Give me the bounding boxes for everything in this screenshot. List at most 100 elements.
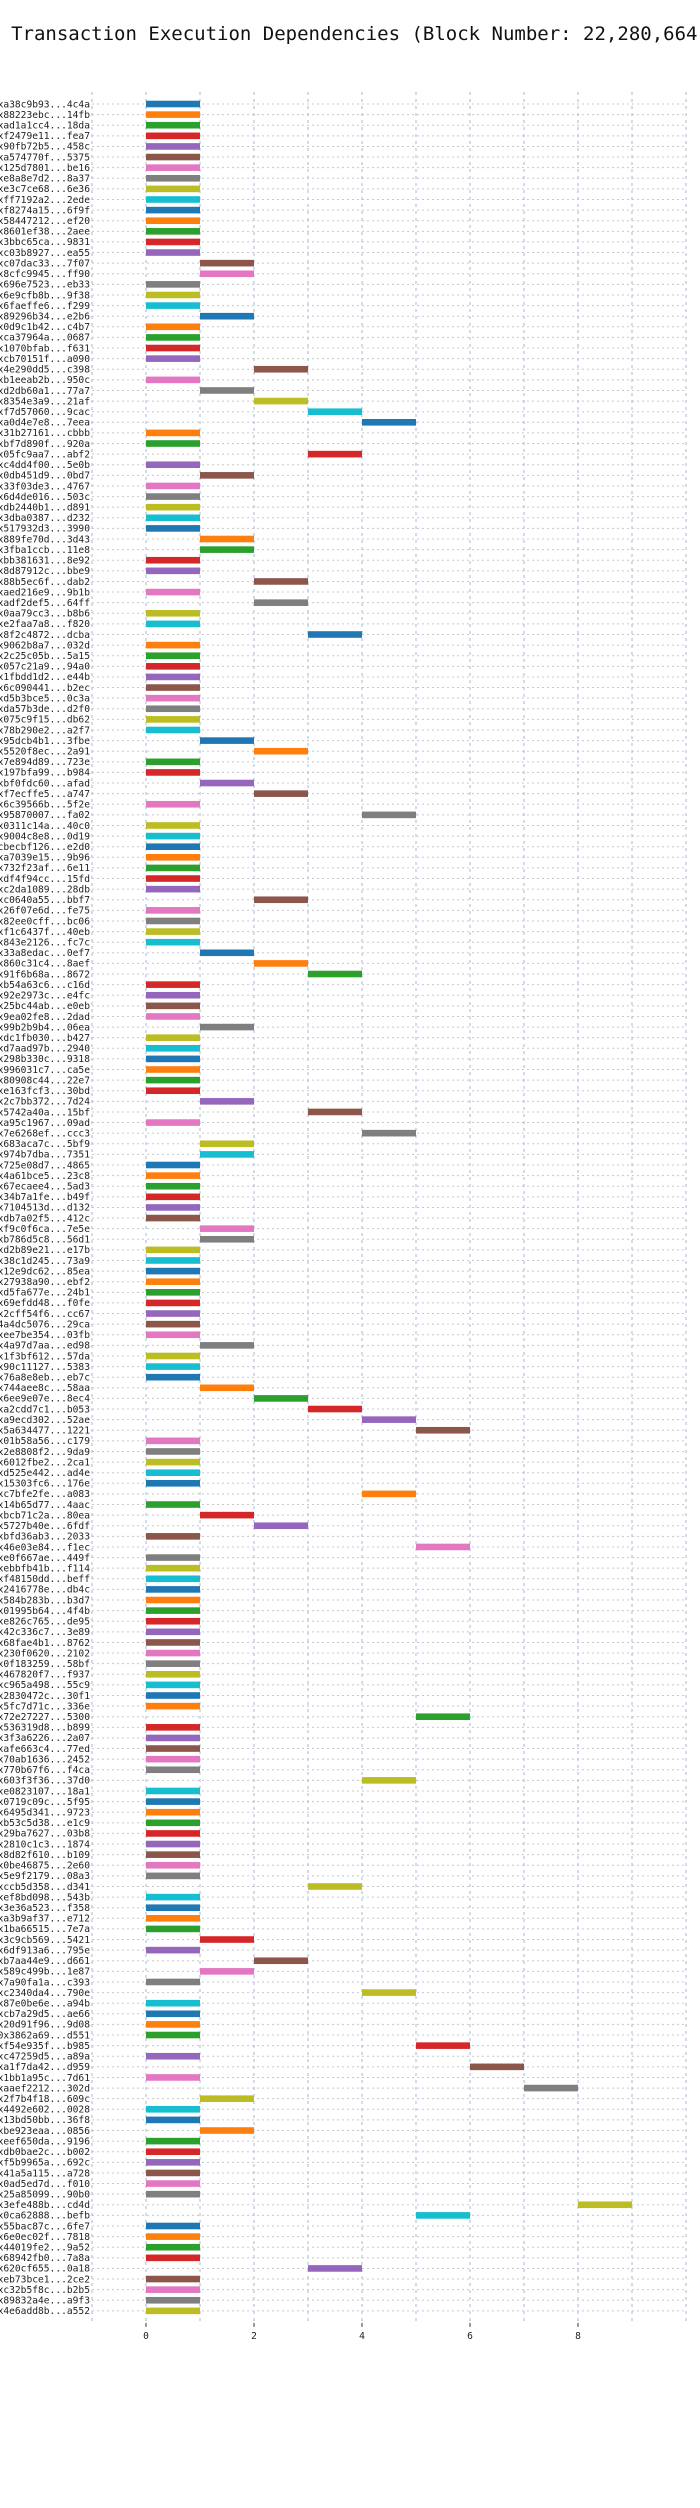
transaction-bar [254, 896, 308, 904]
transaction-bar [254, 960, 308, 967]
transaction-bar [308, 970, 362, 978]
transaction-bar [200, 472, 254, 479]
y-tick-label: 0x4e6add8b...a552 [0, 2306, 90, 2317]
y-tick-label: 0x26f07e6d...fe75 [0, 906, 90, 917]
y-tick-label: 0x744aee8c...58aa [0, 1383, 90, 1394]
transaction-bar [146, 641, 200, 649]
y-tick-label: 0xb7aa44e9...d661 [0, 1956, 90, 1967]
y-tick-label: 0x1070bfab...f631 [0, 343, 90, 354]
transaction-bar [146, 2137, 200, 2145]
y-tick-label: 0x38c1d245...73a9 [0, 1256, 90, 1267]
y-tick-label: 0x6e9cfb8b...9f38 [0, 290, 90, 301]
y-tick-label: 0x41a5a115...a728 [0, 2168, 90, 2179]
y-tick-label: 0x89296b34...e2b6 [0, 312, 90, 323]
transaction-bar [146, 1639, 200, 1646]
transaction-bar [470, 2063, 524, 2071]
y-tick-label: 0x91f6b68a...8672 [0, 969, 90, 980]
y-tick-label: 0x0ca62888...befb [0, 2211, 90, 2222]
y-tick-label: 0x974b7dba...7351 [0, 1150, 90, 1161]
y-tick-label: 0xdb7a02f5...412c [0, 1213, 90, 1224]
y-tick-label: 0xc7bfe2fe...a083 [0, 1489, 90, 1500]
y-tick-label: 0xb786d5c8...56d1 [0, 1235, 90, 1246]
y-tick-label: 0xd2db60a1...77a7 [0, 386, 90, 397]
y-tick-label: 0x87e0be6e...a94b [0, 1998, 90, 2009]
transaction-bar [146, 1670, 200, 1678]
transaction-bar [200, 1151, 254, 1158]
y-tick-label: 0xd2b89e21...e17b [0, 1245, 90, 1256]
y-tick-label: 0xf54e935f...b985 [0, 2041, 90, 2052]
transaction-bar [146, 663, 200, 670]
y-tick-label: 0x31b27161...cbbb [0, 428, 90, 439]
y-tick-label: 0x76a8e8eb...eb7c [0, 1373, 90, 1384]
x-tick-label: 8 [575, 2331, 581, 2342]
transaction-bar [146, 100, 200, 108]
transaction-bar [146, 1469, 200, 1476]
y-tick-label: 0x7a90fa1a...c393 [0, 1977, 90, 1988]
transaction-bar [146, 1617, 200, 1625]
transaction-bar [146, 1299, 200, 1307]
y-tick-label: 0xa7039e15...9b96 [0, 853, 90, 864]
y-tick-label: 0x2f7b4f18...609c [0, 2094, 90, 2105]
transaction-bar [146, 1999, 200, 2007]
transaction-bar [146, 769, 200, 776]
y-tick-label: 0x69efdd48...f0fe [0, 1298, 90, 1309]
transaction-bar [146, 2190, 200, 2198]
y-tick-label: 0xf7d57060...9cac [0, 407, 90, 418]
y-tick-label: 0x620cf655...0a18 [0, 2264, 90, 2275]
y-tick-label: 0xc32b5f8c...b2b5 [0, 2285, 90, 2296]
transaction-bar [146, 1840, 200, 1848]
transaction-bar [146, 2074, 200, 2081]
y-tick-label: 0xe0f667ae...449f [0, 1553, 90, 1564]
transaction-bar [146, 567, 200, 575]
y-tick-label: 0x27938a90...ebf2 [0, 1277, 90, 1288]
y-tick-label: 0xeb73bce1...2ce2 [0, 2274, 90, 2285]
transaction-bar [200, 546, 254, 553]
transaction-bar [146, 2222, 200, 2230]
transaction-bar [146, 1034, 200, 1041]
transaction-bar [146, 1437, 200, 1445]
y-tick-label: 0xc965a498...55c9 [0, 1680, 90, 1691]
y-tick-label: 0xff7192a2...2ede [0, 195, 90, 206]
y-tick-label: 0x057c21a9...94a0 [0, 662, 90, 673]
y-tick-label: 0x589c499b...1e87 [0, 1967, 90, 1978]
y-tick-label: 0x8d82f610...b109 [0, 1850, 90, 1861]
transaction-bar [146, 1745, 200, 1752]
transaction-bar [200, 259, 254, 267]
transaction-bar [146, 493, 200, 500]
transaction-bar [146, 1289, 200, 1296]
y-tick-label: 0xf7ecffe5...a747 [0, 789, 90, 800]
y-tick-label: 0x1bb1a95c...7d61 [0, 2073, 90, 2084]
y-tick-label: 0x90fb72b5...458c [0, 142, 90, 153]
y-tick-label: 0x89832a4e...a9f3 [0, 2296, 90, 2307]
y-tick-label: 0x80908c44...22e7 [0, 1075, 90, 1086]
transaction-bar [362, 1989, 416, 1996]
transaction-bar [146, 1182, 200, 1190]
transaction-bar [146, 843, 200, 850]
transaction-bar [146, 1872, 200, 1880]
y-tick-label: 0xaed216e9...9b1b [0, 587, 90, 598]
y-tick-label: 0x12e9dc62...85ea [0, 1266, 90, 1277]
transaction-bar [146, 716, 200, 723]
y-tick-label: 0xca37964a...0687 [0, 333, 90, 344]
transaction-bar [146, 121, 200, 129]
y-tick-label: 0x90c11127...5383 [0, 1362, 90, 1373]
transaction-bar [146, 355, 200, 362]
y-tick-label: 0x68fae4b1...8762 [0, 1638, 90, 1649]
transaction-bar [146, 1946, 200, 1954]
y-tick-label: 0xdb2440b1...d891 [0, 502, 90, 513]
transaction-bar [146, 2254, 200, 2262]
y-tick-label: 0xadf2def5...64ff [0, 598, 90, 609]
transaction-bar [146, 705, 200, 713]
x-tick-label: 6 [467, 2331, 473, 2342]
y-tick-label: 0xbe923eaa...0856 [0, 2126, 90, 2137]
y-tick-label: 0x125d7801...be16 [0, 163, 90, 174]
transaction-bar [146, 206, 200, 214]
transaction-bar [146, 917, 200, 925]
y-tick-label: 0x8354e3a9...21af [0, 396, 90, 407]
y-tick-label: 0xe0823107...18a1 [0, 1786, 90, 1797]
y-tick-label: 0x14b65d77...4aac [0, 1500, 90, 1511]
y-tick-label: 0x0f183259...58bf [0, 1659, 90, 1670]
y-tick-label: 0x6e0ec02f...7818 [0, 2232, 90, 2243]
y-tick-label: 0x298b330c...9318 [0, 1054, 90, 1065]
transaction-bar [254, 1522, 308, 1530]
